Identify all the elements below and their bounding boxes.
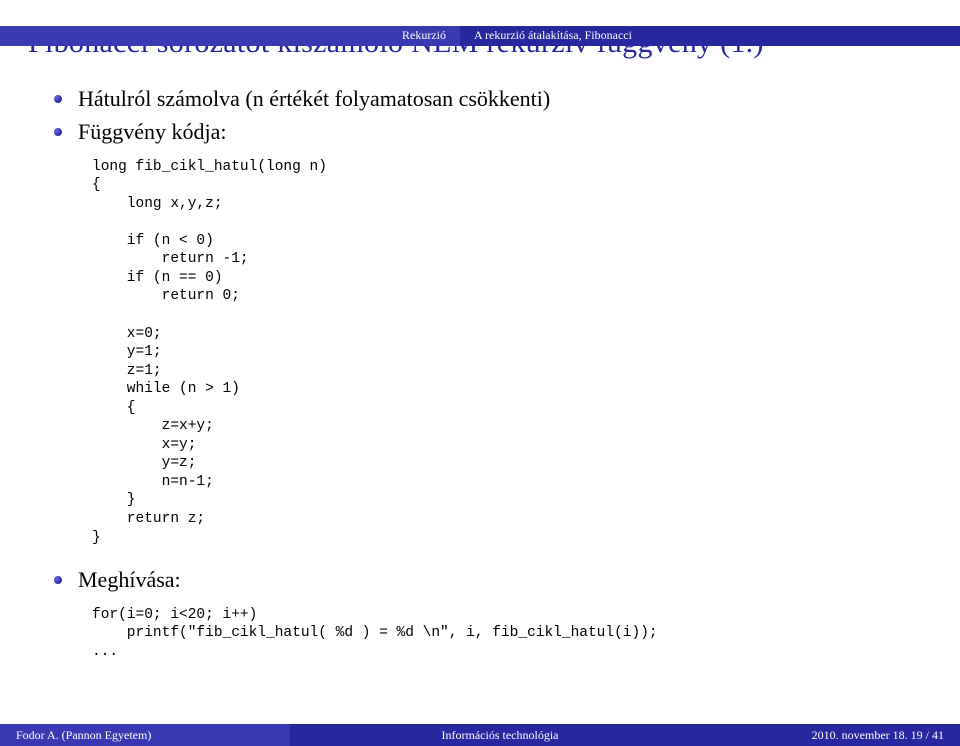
footer-bar: Fodor A. (Pannon Egyetem) Információs te…	[0, 724, 960, 746]
bullet-item: Hátulról számolva (n értékét folyamatosa…	[78, 84, 906, 115]
code-block-call: for(i=0; i<20; i++) printf("fib_cikl_hat…	[92, 606, 906, 662]
header-section-right: A rekurzió átalakítása, Fibonacci	[460, 26, 960, 46]
footer-page: 2010. november 18. 19 / 41	[710, 725, 960, 746]
bullet-item: Meghívása:	[78, 565, 906, 596]
header-section-left: Rekurzió	[0, 26, 460, 46]
code-block-function: long fib_cikl_hatul(long n) { long x,y,z…	[92, 158, 906, 547]
footer-author: Fodor A. (Pannon Egyetem)	[0, 724, 290, 746]
header-bar: Rekurzió A rekurzió átalakítása, Fibonac…	[0, 26, 960, 46]
footer-title: Információs technológia	[290, 725, 710, 746]
bullet-item: Függvény kódja:	[78, 117, 906, 148]
content-area: Hátulról számolva (n értékét folyamatosa…	[78, 84, 906, 662]
